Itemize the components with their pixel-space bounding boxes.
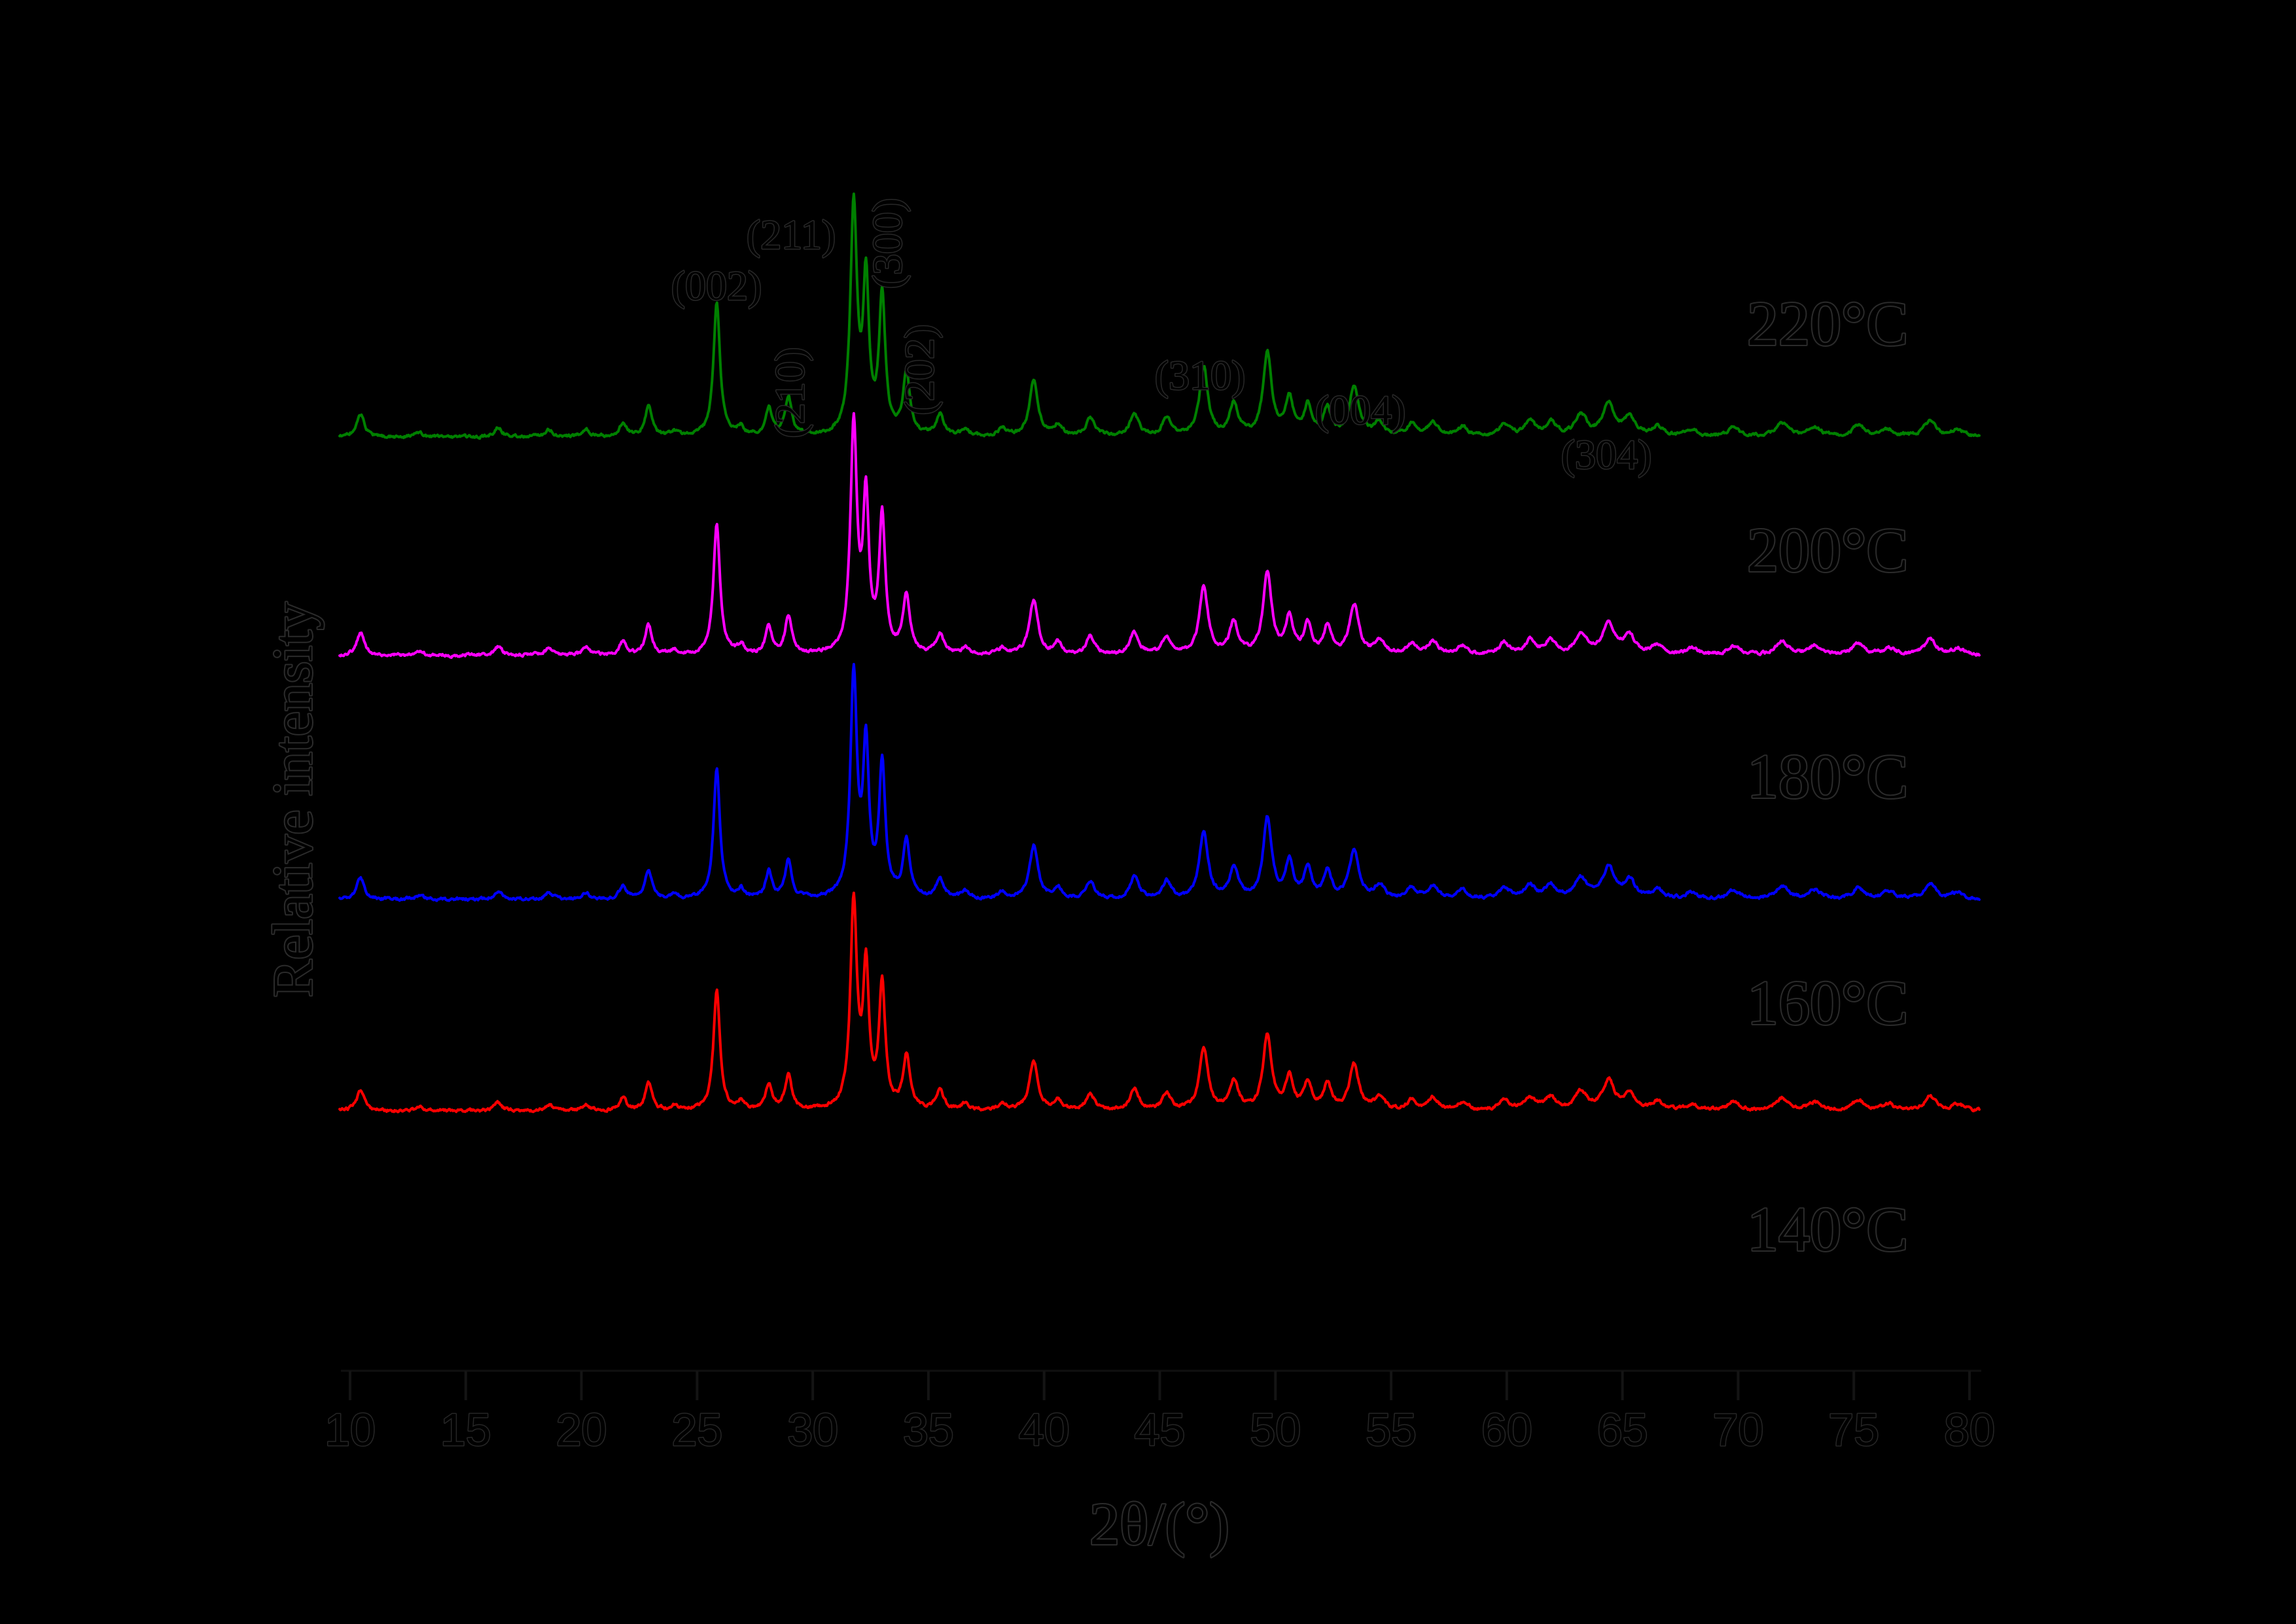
series-curve-140C (338, 1096, 1981, 1331)
x-tick-label: 15 (440, 1404, 491, 1455)
x-axis-title: 2θ/(°) (1089, 1491, 1229, 1557)
peak-annotation-002: (002) (671, 262, 762, 309)
series-curve-180C (338, 663, 1981, 902)
series-label-200C: 200°C (1747, 515, 1908, 585)
x-tick-label: 65 (1597, 1404, 1648, 1455)
x-tick-label: 30 (787, 1404, 838, 1455)
x-tick-label: 25 (671, 1404, 722, 1455)
x-tick-label: 10 (325, 1404, 376, 1455)
x-tick-labels: 10 15 20 25 30 35 40 45 50 55 60 65 70 75 80 (324, 1403, 1996, 1456)
peak-annotation-304: (304) (1561, 431, 1652, 478)
x-tick-label: 80 (1944, 1404, 1995, 1455)
peak-annotation-202: (202) (896, 325, 943, 415)
x-tick-label: 40 (1019, 1404, 1070, 1455)
x-tick-label: 55 (1366, 1404, 1417, 1455)
x-tick-label: 45 (1135, 1404, 1186, 1455)
series-label-220C: 220°C (1747, 289, 1908, 359)
series-label-160C: 160°C (1747, 968, 1908, 1038)
peak-annotations: (002)(211) (210) (300) (202) (310) (004) (304) (670, 197, 1653, 478)
y-axis-title: Relative intensity (261, 602, 324, 997)
series-temperature-labels: 220°C 200°C 180°C 160°C 140°C (1746, 287, 1909, 1265)
series-label-140C: 140°C (1747, 1194, 1908, 1264)
peak-annotation-310: (310) (1155, 352, 1246, 398)
peak-annotation-210: (210) (767, 347, 813, 438)
peak-annotation-211: (211) (747, 211, 836, 258)
x-tick-label: 75 (1828, 1404, 1879, 1455)
peak-annotation-300: (300) (864, 198, 911, 289)
x-tick-label: 50 (1250, 1404, 1301, 1455)
x-axis (341, 1369, 1981, 1400)
peak-annotation-004: (004) (1315, 387, 1406, 433)
x-tick-label: 35 (903, 1404, 954, 1455)
series-curves (338, 192, 1981, 1331)
series-label-180C: 180°C (1747, 741, 1908, 811)
series-curve-220C (338, 192, 1981, 440)
x-tick-label: 20 (556, 1404, 607, 1455)
x-tick-label: 70 (1712, 1404, 1763, 1455)
x-tick-label: 60 (1481, 1404, 1532, 1455)
series-curve-160C (338, 891, 1981, 1114)
series-curve-200C (338, 412, 1981, 660)
